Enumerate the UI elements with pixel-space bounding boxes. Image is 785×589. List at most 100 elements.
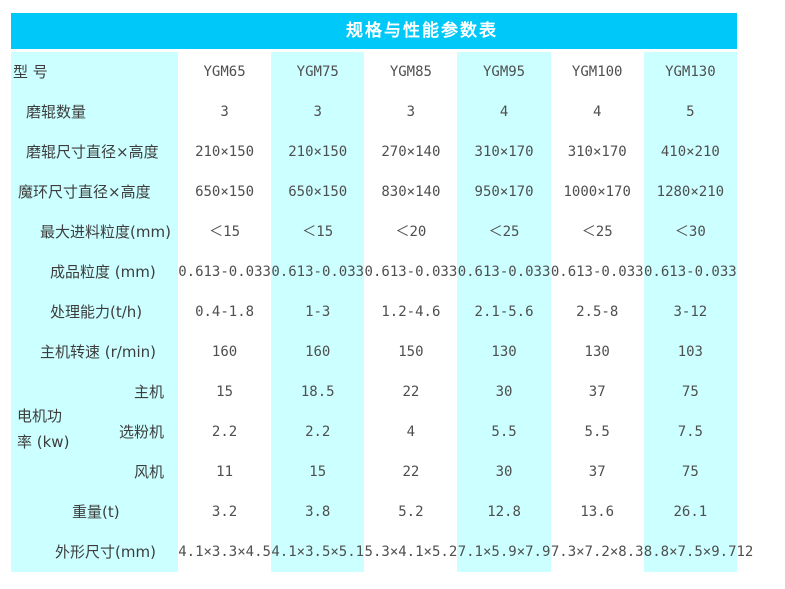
table-row: 最大进料粒度(mm) ＜15 ＜15 ＜20 ＜25 ＜25 ＜30 — [11, 212, 737, 252]
value-cell: ＜15 — [209, 224, 240, 240]
value-cell: 5 — [643, 92, 737, 132]
value-cell: 150 — [398, 344, 424, 360]
value-cell: 1.2-4.6 — [381, 304, 441, 320]
value-cell: 830×140 — [381, 184, 441, 200]
value-cell: 310×170 — [567, 144, 627, 160]
value-cell: 210×150 — [271, 132, 365, 172]
value-cell: 2.2 — [271, 412, 365, 452]
sub-row-label: 选粉机 — [11, 412, 178, 452]
value-cell: 7.3×7.2×8.3 — [550, 544, 644, 560]
value-cell: 3.2 — [211, 504, 238, 520]
value-cell: ＜25 — [581, 224, 613, 240]
row-label: 成品粒度 (mm) — [11, 252, 178, 292]
value-cell: 22 — [402, 384, 420, 400]
value-cell: 37 — [588, 384, 606, 400]
value-cell: 30 — [457, 372, 551, 412]
table-row: 外形尺寸(mm) 4.1×3.3×4.5 4.1×3.5×5.1 5.3×4.1×5.… — [11, 532, 753, 572]
value-cell: 4.1×3.5×5.1 — [271, 532, 365, 572]
value-cell: 650×150 — [271, 172, 365, 212]
spec-table: 规格与性能参数表 电机功 率 (kw) 型 号 YGM65 YGM75 YGM85 YG… — [11, 13, 753, 572]
table-title-text: 规格与性能参数表 — [346, 21, 498, 41]
value-cell: 15 — [216, 384, 233, 400]
row-label: 处理能力(t/h) — [11, 292, 178, 332]
motor-power-label: 电机功 率 (kw) — [17, 403, 107, 455]
value-cell: 8.8×7.5×9.712 — [643, 532, 753, 572]
value-cell: 2.1-5.6 — [457, 292, 551, 332]
row-label: 磨辊数量 — [11, 92, 178, 132]
value-cell: ＜25 — [457, 212, 551, 252]
table-title: 规格与性能参数表 — [11, 13, 737, 49]
value-cell: 3 — [220, 104, 229, 120]
model-header-cell: YGM100 — [571, 64, 623, 80]
table-row: 魔环尺寸直径×高度 650×150 650×150 830×140 950×170 100… — [11, 172, 737, 212]
value-cell: 2.2 — [211, 424, 238, 440]
value-cell: 4 — [406, 424, 416, 440]
value-cell: 3.8 — [271, 492, 365, 532]
value-cell: 4 — [592, 104, 602, 120]
value-cell: 950×170 — [457, 172, 551, 212]
model-header-cell: YGM75 — [271, 52, 365, 92]
value-cell: 7.1×5.9×7.9 — [457, 532, 551, 572]
value-cell: 160 — [211, 344, 238, 360]
value-cell: ＜15 — [271, 212, 365, 252]
value-cell: 5.2 — [398, 504, 424, 520]
value-cell: 3 — [406, 104, 416, 120]
value-cell: 5.5 — [584, 424, 610, 440]
value-cell: 5.5 — [457, 412, 551, 452]
row-label: 外形尺寸(mm) — [11, 532, 178, 572]
table-row: 重量(t) 3.2 3.8 5.2 12.8 13.6 26.1 — [11, 492, 737, 532]
table-row: 磨辊尺寸直径×高度 210×150 210×150 270×140 310×170 310… — [11, 132, 737, 172]
table-row: 成品粒度 (mm) 0.613-0.033 0.613-0.033 0.613-0.0… — [11, 252, 737, 292]
value-cell: 5.3×4.1×5.2 — [364, 544, 458, 560]
value-cell: 310×170 — [457, 132, 551, 172]
value-cell: 1-3 — [271, 292, 365, 332]
value-cell: 4 — [457, 92, 551, 132]
value-cell: 37 — [588, 464, 606, 480]
sub-row-label: 风机 — [11, 452, 178, 492]
value-cell: 0.613-0.033 — [178, 264, 271, 280]
row-label: 重量(t) — [11, 492, 178, 532]
value-cell: 4.1×3.3×4.5 — [178, 544, 271, 560]
table-row: 风机 11 15 22 30 37 75 — [11, 452, 737, 492]
value-cell: 130 — [457, 332, 551, 372]
value-cell: 650×150 — [195, 184, 255, 200]
value-cell: 0.613-0.033 — [271, 252, 365, 292]
table-body: 电机功 率 (kw) 型 号 YGM65 YGM75 YGM85 YGM95 YGM100… — [11, 52, 753, 572]
value-cell: 103 — [643, 332, 737, 372]
model-header-cell: YGM65 — [203, 64, 246, 80]
value-cell: 270×140 — [381, 144, 441, 160]
value-cell: 0.4-1.8 — [195, 304, 255, 320]
value-cell: 7.5 — [643, 412, 737, 452]
motor-power-label-line1: 电机功 — [17, 407, 63, 425]
row-label: 磨辊尺寸直径×高度 — [11, 132, 178, 172]
model-header-cell: YGM95 — [457, 52, 551, 92]
table-row: 主机 15 18.5 22 30 37 75 — [11, 372, 737, 412]
table-row: 磨辊数量 3 3 3 4 4 5 — [11, 92, 737, 132]
model-row: 型 号 YGM65 YGM75 YGM85 YGM95 YGM100 YGM130 — [11, 52, 737, 92]
sub-row-label: 主机 — [11, 372, 178, 412]
value-cell: 30 — [457, 452, 551, 492]
value-cell: 11 — [216, 464, 233, 480]
value-cell: 0.613-0.033 — [643, 252, 737, 292]
value-cell: 26.1 — [643, 492, 737, 532]
value-cell: 18.5 — [271, 372, 365, 412]
value-cell: 75 — [643, 372, 737, 412]
value-cell: 0.613-0.033 — [550, 264, 644, 280]
value-cell: 22 — [402, 464, 420, 480]
value-cell: 1000×170 — [563, 184, 631, 200]
value-cell: 0.613-0.033 — [364, 264, 458, 280]
value-cell: 210×150 — [195, 144, 255, 160]
row-label: 魔环尺寸直径×高度 — [11, 172, 178, 212]
table-row: 主机转速 (r/min) 160 160 150 130 130 103 — [11, 332, 737, 372]
value-cell: 3 — [271, 92, 365, 132]
value-cell: 12.8 — [457, 492, 551, 532]
value-cell: 15 — [271, 452, 365, 492]
value-cell: ＜20 — [395, 224, 427, 240]
row-label: 型 号 — [11, 52, 178, 92]
table-row: 选粉机 2.2 2.2 4 5.5 5.5 7.5 — [11, 412, 737, 452]
value-cell: 160 — [271, 332, 365, 372]
model-header-cell: YGM85 — [389, 64, 432, 80]
motor-power-label-line2: 率 (kw) — [17, 433, 70, 451]
row-label: 最大进料粒度(mm) — [11, 212, 178, 252]
